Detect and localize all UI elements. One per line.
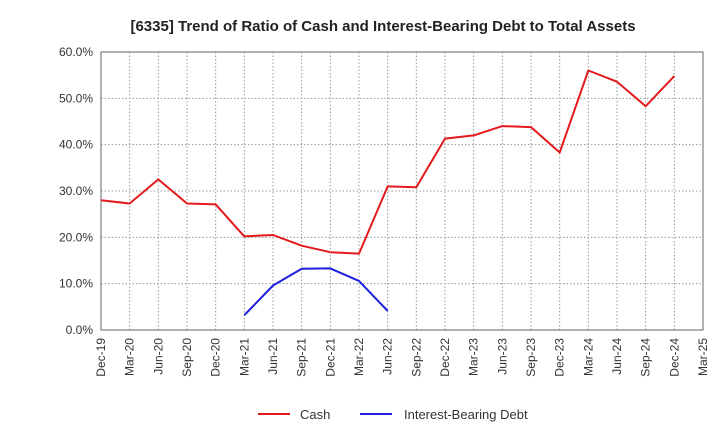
x-tick-label: Dec-21: [323, 338, 337, 377]
x-tick-label: Mar-24: [581, 338, 595, 376]
series-line-interest-bearing-debt: [243, 267, 389, 316]
x-tick-label: Dec-22: [438, 338, 452, 377]
x-tick-label: Dec-23: [553, 338, 567, 377]
y-tick-label: 30.0%: [59, 184, 93, 198]
y-tick-label: 0.0%: [66, 323, 94, 337]
axes: 0.0% 10.0% 20.0% 30.0% 40.0% 50.0% 60.0% Dec-19…: [59, 45, 710, 377]
series-line-cash: [100, 69, 676, 255]
y-tick-label: 20.0%: [59, 230, 93, 244]
legend-label-cash: Cash: [300, 407, 330, 422]
x-tick-label: Sep-20: [180, 338, 194, 377]
x-tick-label: Dec-20: [209, 338, 223, 377]
x-tick-label: Jun-24: [610, 338, 624, 375]
x-tick-label: Sep-22: [409, 338, 423, 377]
x-tick-label: Dec-24: [667, 338, 681, 377]
plot-frame: [100, 51, 704, 331]
series-lines: [100, 69, 676, 316]
legend: Cash Interest-Bearing Debt: [258, 407, 528, 422]
x-tick-label: Mar-25: [696, 338, 710, 376]
y-tick-label: 40.0%: [59, 138, 93, 152]
x-tick-label: Mar-23: [467, 338, 481, 376]
chart-title: [6335] Trend of Ratio of Cash and Intere…: [130, 18, 635, 35]
x-tick-label: Jun-22: [381, 338, 395, 375]
x-tick-label: Mar-22: [352, 338, 366, 376]
x-tick-label: Sep-23: [524, 338, 538, 377]
legend-label-interest-bearing-debt: Interest-Bearing Debt: [404, 407, 528, 422]
x-tick-label: Dec-19: [94, 338, 108, 377]
grid: [101, 51, 703, 330]
x-tick-label: Mar-21: [237, 338, 251, 376]
x-tick-label: Mar-20: [123, 338, 137, 376]
x-tick-label: Sep-21: [295, 338, 309, 377]
x-tick-label: Jun-21: [266, 338, 280, 375]
y-tick-label: 50.0%: [59, 91, 93, 105]
x-tick-label: Jun-23: [495, 338, 509, 375]
y-tick-label: 10.0%: [59, 277, 93, 291]
x-tick-label: Sep-24: [639, 338, 653, 377]
y-tick-label: 60.0%: [59, 45, 93, 59]
x-tick-label: Jun-20: [151, 338, 165, 375]
